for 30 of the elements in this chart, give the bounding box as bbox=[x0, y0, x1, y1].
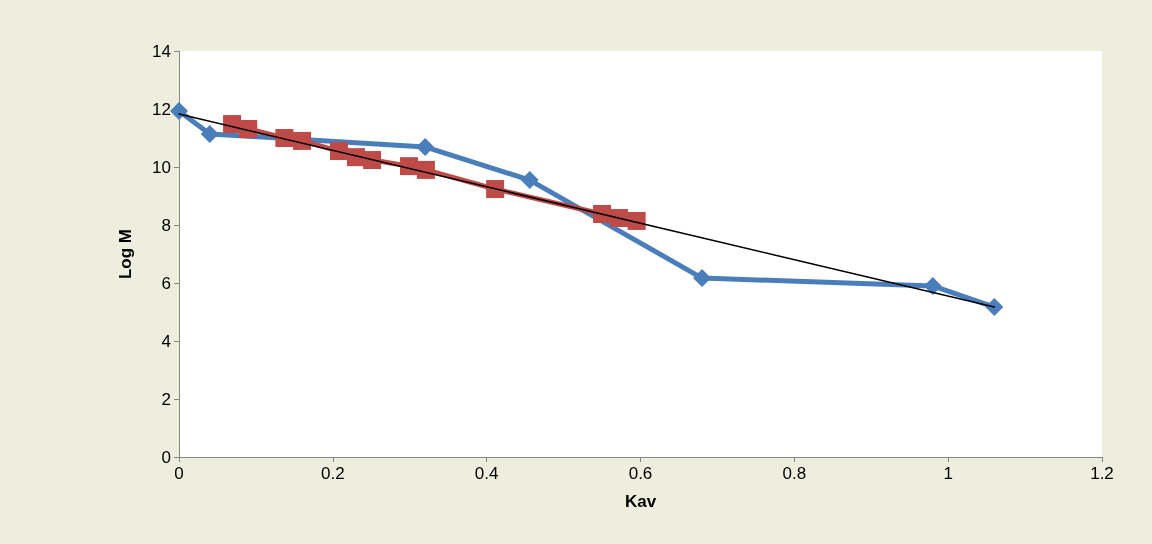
x-tick-label: 0.2 bbox=[321, 464, 345, 483]
y-tick-label: 10 bbox=[152, 157, 171, 177]
point bbox=[239, 120, 258, 139]
y-tick-label: 12 bbox=[152, 99, 171, 119]
x-tick-label: 0 bbox=[174, 464, 184, 483]
y-tick-label: 4 bbox=[161, 331, 171, 351]
point bbox=[520, 171, 539, 190]
point bbox=[486, 180, 505, 199]
point bbox=[170, 102, 188, 121]
point bbox=[985, 298, 1004, 317]
y-tick-label: 8 bbox=[161, 215, 171, 235]
x-tick-label: 0.8 bbox=[782, 464, 807, 483]
point bbox=[363, 151, 382, 170]
point bbox=[416, 137, 435, 156]
y-tick-label: 14 bbox=[152, 41, 171, 61]
x-tick-label: 1 bbox=[943, 464, 953, 483]
x-axis-title: Kav bbox=[624, 492, 657, 511]
x-tick-label: 0.4 bbox=[474, 464, 499, 483]
y-tick-label: 6 bbox=[161, 273, 171, 293]
y-tick-label: 0 bbox=[161, 447, 171, 467]
point bbox=[627, 211, 646, 230]
point bbox=[200, 124, 219, 143]
y-axis-title: Log M bbox=[116, 228, 135, 280]
point bbox=[416, 160, 435, 179]
x-tick-label: 1.2 bbox=[1090, 464, 1114, 483]
point bbox=[293, 131, 312, 150]
point bbox=[609, 209, 628, 228]
point bbox=[275, 129, 294, 147]
x-tick-label: 0.6 bbox=[628, 464, 653, 483]
y-tick-label: 2 bbox=[161, 389, 171, 409]
